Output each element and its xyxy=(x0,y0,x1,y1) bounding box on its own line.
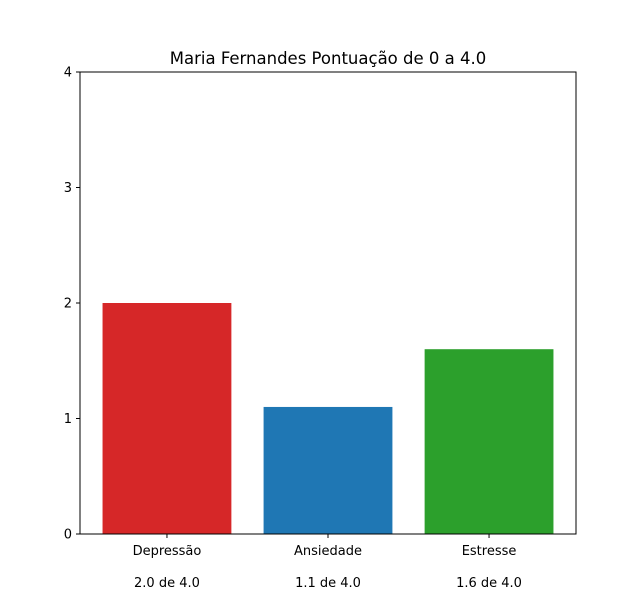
x-tick-label: Estresse xyxy=(462,544,517,559)
y-tick-label: 3 xyxy=(64,181,72,196)
bar-1 xyxy=(263,406,393,534)
value-label: 1.1 de 4.0 xyxy=(295,576,361,591)
bar-2 xyxy=(424,349,554,534)
x-tick-label: Ansiedade xyxy=(294,544,362,559)
value-label: 2.0 de 4.0 xyxy=(134,576,200,591)
axes-layer: 0 1 2 3 4 Depressão 2.0 de 4.0 Ansiedade 1.1 de … xyxy=(64,66,522,592)
value-label: 1.6 de 4.0 xyxy=(456,576,522,591)
bars-layer xyxy=(102,303,554,534)
y-tick-label: 0 xyxy=(64,528,72,543)
x-tick-label: Depressão xyxy=(133,544,202,559)
y-tick-label: 4 xyxy=(64,66,72,81)
y-tick-label: 1 xyxy=(64,412,72,427)
y-tick-label: 2 xyxy=(64,297,72,312)
bar-0 xyxy=(102,303,232,534)
chart-title: Maria Fernandes Pontuação de 0 a 4.0 xyxy=(170,49,486,68)
